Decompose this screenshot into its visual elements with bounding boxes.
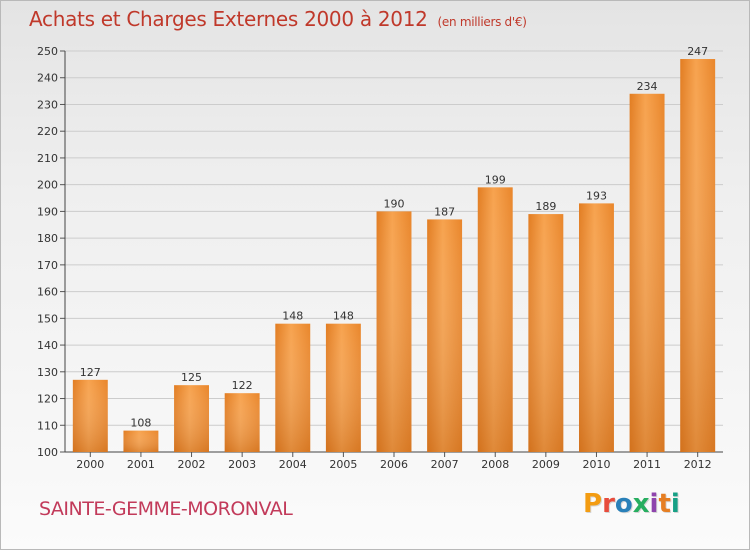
data-label: 125 [181, 371, 202, 384]
proxiti-logo: Proxiti [583, 489, 680, 519]
y-tick-label: 250 [37, 45, 58, 58]
x-tick-label: 2005 [329, 458, 357, 471]
data-label: 148 [282, 310, 303, 323]
data-label: 247 [687, 45, 708, 58]
y-tick-label: 180 [37, 232, 58, 245]
y-tick-label: 130 [37, 366, 58, 379]
data-label: 127 [80, 366, 101, 379]
logo-letter: r [602, 489, 615, 519]
bar-shade [376, 211, 412, 452]
x-tick-label: 2001 [127, 458, 155, 471]
data-label: 189 [535, 200, 556, 213]
data-label: 122 [232, 379, 253, 392]
data-label: 234 [637, 80, 658, 93]
x-tick-label: 2002 [178, 458, 206, 471]
bar-shade [72, 379, 108, 452]
y-tick-label: 230 [37, 98, 58, 111]
chart-title: Achats et Charges Externes 2000 à 2012 (e… [29, 7, 527, 31]
x-tick-label: 2000 [76, 458, 104, 471]
logo-letter: x [632, 489, 650, 519]
x-tick-label: 2011 [633, 458, 661, 471]
bar-shade [275, 323, 311, 452]
y-tick-label: 140 [37, 339, 58, 352]
data-label: 148 [333, 310, 354, 323]
logo-letter: i [670, 489, 680, 519]
data-label: 190 [384, 197, 405, 210]
title-text: Achats et Charges Externes 2000 à 2012 [29, 7, 428, 31]
y-tick-label: 100 [37, 446, 58, 459]
x-tick-label: 2004 [279, 458, 307, 471]
bar-shade [477, 187, 513, 452]
y-tick-label: 150 [37, 312, 58, 325]
logo-letter: P [583, 489, 603, 519]
data-labels: 127 108 125 122 148 148 190 187 199 189 193 234 247 [80, 45, 708, 430]
y-tick-label: 110 [37, 419, 58, 432]
y-tick-labels: 100 110 120 130 140 150 160 170 180 190 200 210 220 2… [37, 45, 58, 459]
y-tick-label: 210 [37, 152, 58, 165]
y-tick-label: 170 [37, 259, 58, 272]
bar-shade [224, 393, 260, 452]
unit-note: (en milliers d'€) [437, 15, 527, 29]
x-tick-label: 2010 [582, 458, 610, 471]
x-tick-labels: 2000 2001 2002 2003 2004 2005 2006 2007 2008 2009… [76, 452, 712, 471]
y-tick-label: 220 [37, 125, 58, 138]
bar-shade [123, 430, 159, 452]
x-tick-label: 2012 [684, 458, 712, 471]
y-tick-label: 120 [37, 393, 58, 406]
logo-letter: i [649, 489, 659, 519]
bar-shade [325, 323, 361, 452]
data-label: 199 [485, 173, 506, 186]
y-tick-label: 200 [37, 179, 58, 192]
bar-shade [174, 385, 210, 452]
bars [72, 59, 716, 453]
x-tick-label: 2007 [431, 458, 459, 471]
x-tick-label: 2003 [228, 458, 256, 471]
bar-shade [629, 93, 665, 453]
x-tick-label: 2009 [532, 458, 560, 471]
y-tick-label: 240 [37, 72, 58, 85]
y-tick-label: 190 [37, 205, 58, 218]
logo-letter: t [658, 489, 671, 519]
bar-shade [578, 203, 614, 452]
data-label: 108 [130, 417, 151, 430]
bar-shade [528, 214, 564, 452]
commune-name: SAINTE-GEMME-MORONVAL [39, 498, 293, 520]
x-tick-label: 2008 [481, 458, 509, 471]
bar-shade [427, 219, 463, 452]
data-label: 187 [434, 205, 455, 218]
x-tick-label: 2006 [380, 458, 408, 471]
data-label: 193 [586, 189, 607, 202]
y-tick-label: 160 [37, 286, 58, 299]
bar-shade [680, 59, 716, 453]
logo-letter: o [614, 489, 633, 519]
